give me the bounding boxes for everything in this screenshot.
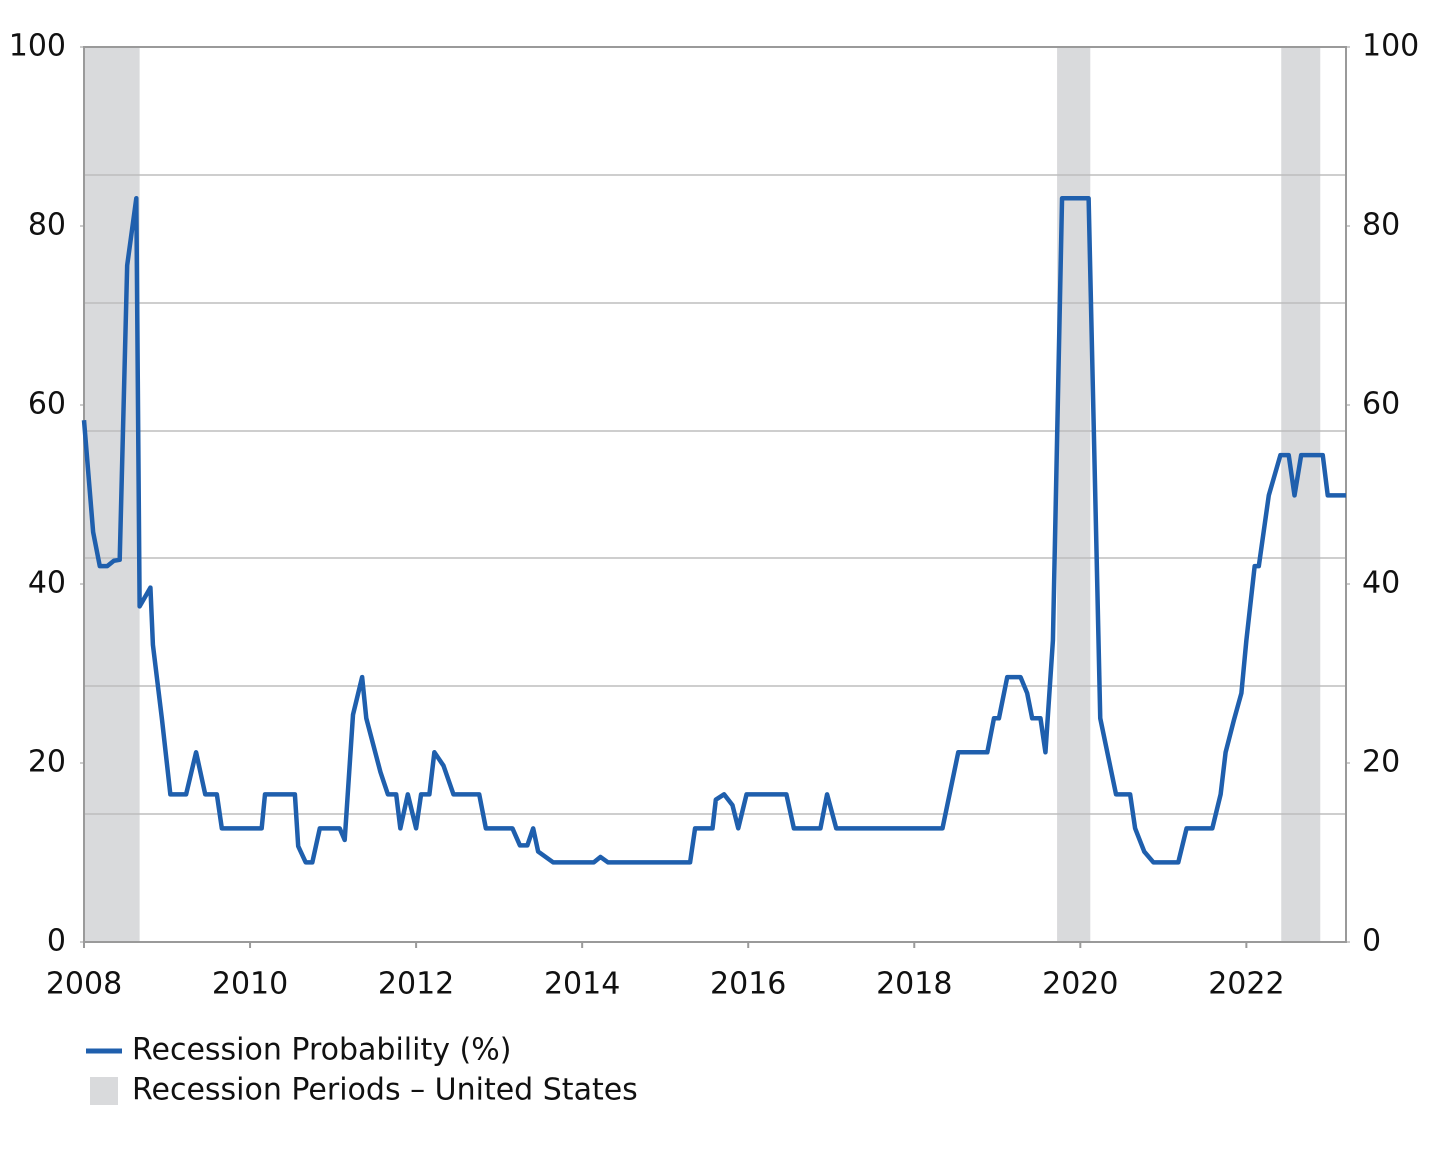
- legend-swatch: [90, 1077, 118, 1105]
- y2-tick-label: 20: [1362, 745, 1400, 780]
- x-tick-label: 2016: [710, 967, 786, 1002]
- recession-band: [1057, 47, 1091, 942]
- y2-tick-label: 80: [1362, 208, 1400, 243]
- x-tick-label: 2008: [46, 967, 122, 1002]
- legend-label: Recession Probability (%): [132, 1033, 511, 1068]
- y2-tick-label: 100: [1362, 29, 1419, 64]
- recession-band: [1281, 47, 1321, 942]
- y-tick-label: 80: [28, 208, 66, 243]
- y-tick-label: 40: [28, 566, 66, 601]
- y2-tick-label: 60: [1362, 387, 1400, 422]
- x-tick-label: 2020: [1042, 967, 1118, 1002]
- y-tick-label: 0: [47, 924, 66, 959]
- y2-tick-label: 0: [1362, 924, 1381, 959]
- x-tick-label: 2018: [876, 967, 952, 1002]
- y-tick-label: 60: [28, 387, 66, 422]
- x-tick-label: 2010: [212, 967, 288, 1002]
- x-tick-label: 2014: [544, 967, 620, 1002]
- x-tick-label: 2012: [378, 967, 454, 1002]
- y-tick-label: 20: [28, 745, 66, 780]
- legend-label: Recession Periods – United States: [132, 1073, 638, 1108]
- series-line: [81, 196, 1346, 865]
- y-tick-label: 100: [9, 29, 66, 64]
- x-tick-label: 2022: [1208, 967, 1284, 1002]
- recession-band: [84, 47, 140, 942]
- y2-tick-label: 40: [1362, 566, 1400, 601]
